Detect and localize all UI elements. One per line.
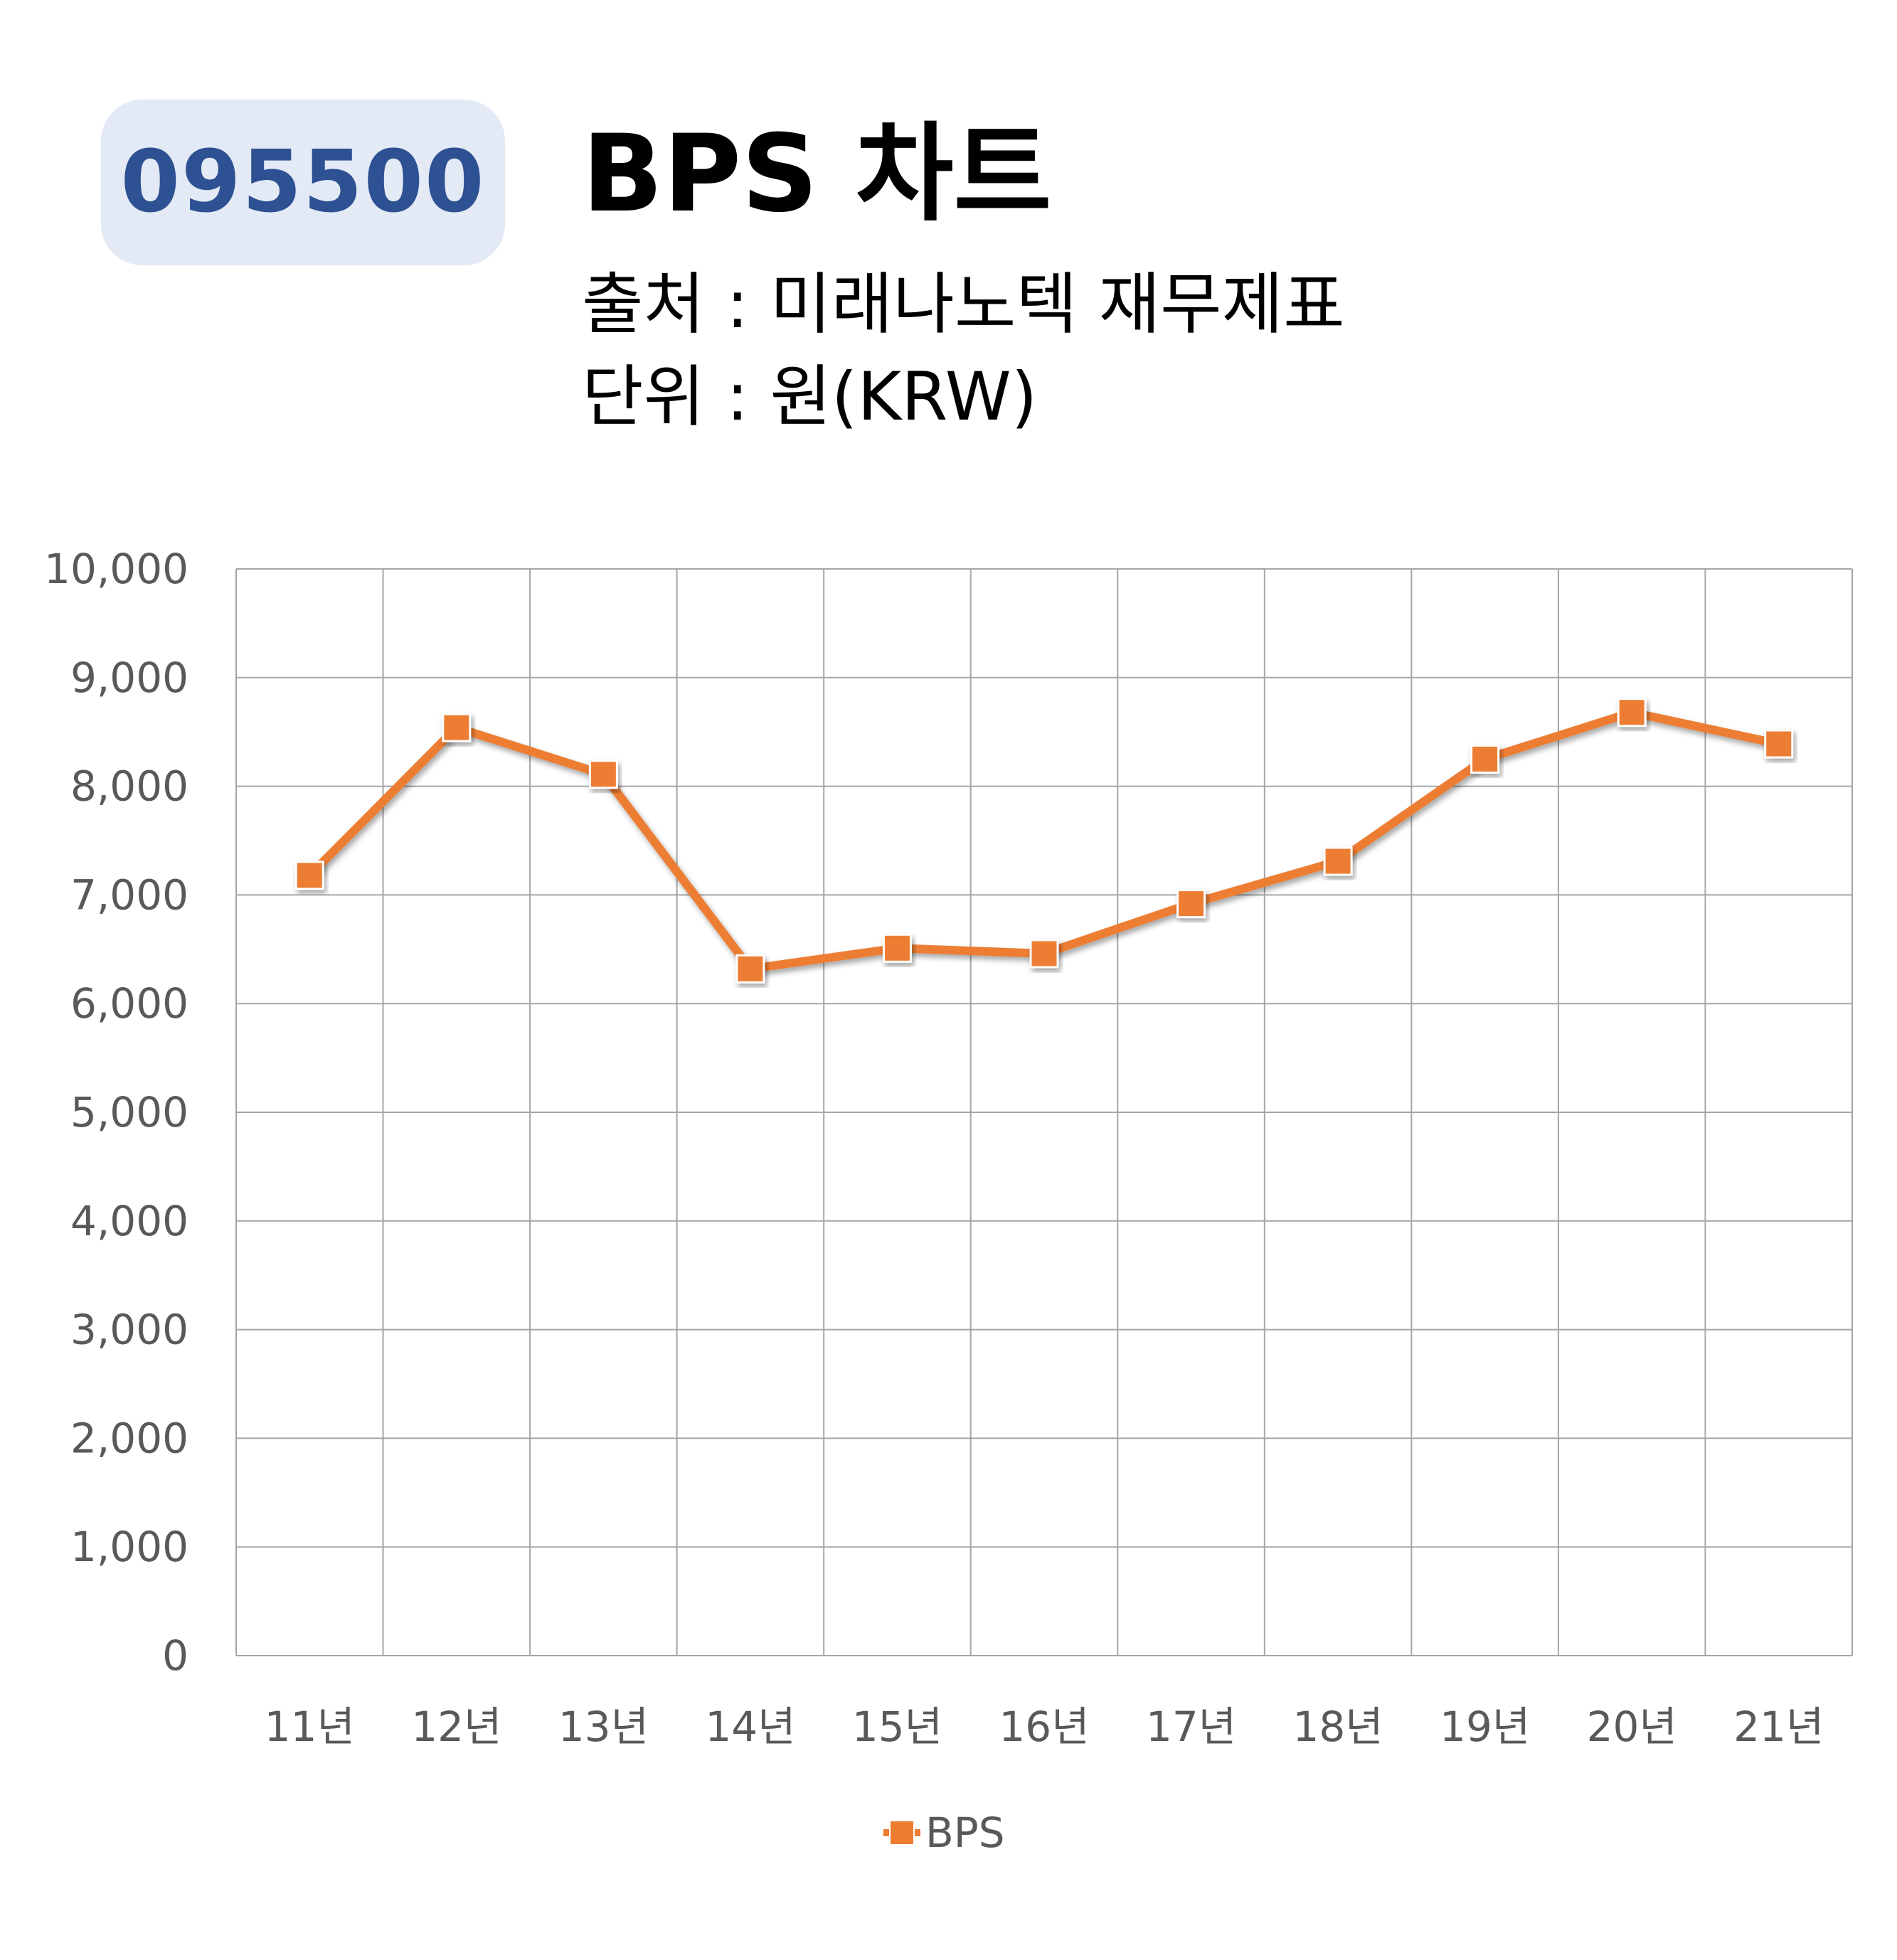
x-tick-label: 21년 — [1733, 1703, 1824, 1751]
x-tick-label: 13년 — [558, 1703, 649, 1751]
stock-code-badge: 095500 — [101, 100, 505, 265]
y-axis-ticks: 0 1,000 2,000 3,000 4,000 5,000 6,000 7,000 8,00… — [44, 545, 188, 1680]
data-point — [442, 713, 472, 742]
x-tick-label: 15년 — [852, 1703, 942, 1751]
y-tick-label: 1,000 — [70, 1523, 188, 1571]
y-tick-label: 2,000 — [70, 1414, 188, 1462]
y-tick-label: 6,000 — [70, 979, 188, 1028]
x-tick-label: 18년 — [1293, 1703, 1383, 1751]
legend-marker — [889, 1820, 915, 1846]
legend: BPS — [883, 1809, 1005, 1857]
grid — [235, 568, 1853, 1656]
x-tick-label: 20년 — [1587, 1703, 1677, 1751]
y-tick-label: 5,000 — [70, 1088, 188, 1136]
chart-title: BPS 차트 — [582, 112, 1052, 236]
x-axis-ticks: 11년 12년 13년 14년 15년 16년 17년 18년 19년 20년 21년 — [265, 1703, 1824, 1751]
y-tick-label: 0 — [162, 1631, 188, 1680]
x-tick-label: 16년 — [999, 1703, 1089, 1751]
x-tick-label: 12년 — [411, 1703, 501, 1751]
data-point — [1029, 939, 1059, 969]
y-tick-label: 10,000 — [44, 545, 188, 593]
y-tick-label: 4,000 — [70, 1197, 188, 1245]
data-point — [1617, 698, 1647, 728]
data-point — [1470, 744, 1500, 774]
stock-code: 095500 — [120, 133, 486, 232]
data-point — [1323, 846, 1353, 876]
y-tick-label: 9,000 — [70, 654, 188, 702]
y-tick-label: 7,000 — [70, 870, 188, 919]
data-point — [1764, 729, 1794, 759]
y-tick-label: 3,000 — [70, 1306, 188, 1354]
chart-source: 출처 : 미래나노텍 재무제표 — [582, 266, 1345, 343]
y-tick-label: 8,000 — [70, 762, 188, 811]
x-tick-label: 19년 — [1440, 1703, 1530, 1751]
legend-label: BPS — [925, 1809, 1005, 1857]
data-point — [735, 954, 765, 984]
x-tick-label: 17년 — [1146, 1703, 1236, 1751]
series-bps — [294, 698, 1794, 984]
data-point — [882, 933, 912, 963]
data-point — [588, 760, 618, 789]
data-point — [294, 861, 324, 890]
data-point — [1176, 889, 1206, 919]
chart-unit: 단위 : 원(KRW) — [582, 358, 1038, 436]
x-tick-label: 11년 — [265, 1703, 355, 1751]
x-tick-label: 14년 — [705, 1703, 795, 1751]
